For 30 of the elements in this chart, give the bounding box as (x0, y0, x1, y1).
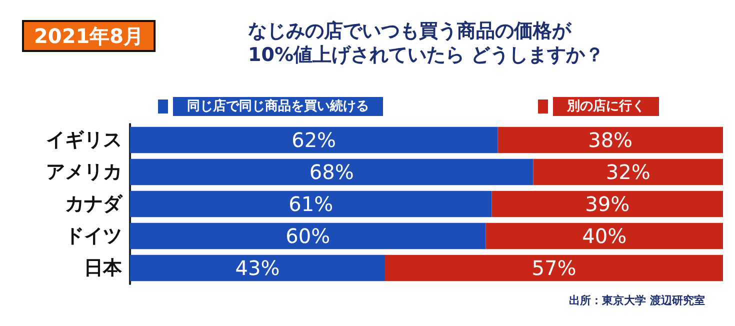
data-label: 43% (235, 256, 280, 280)
y-tick-label: ドイツ (65, 225, 122, 247)
legend-label: 別の店に行く (566, 98, 645, 114)
y-tick-label: カナダ (65, 193, 123, 215)
bar (498, 126, 723, 154)
bar (130, 254, 385, 282)
bar (130, 222, 486, 250)
y-tick-label: アメリカ (46, 161, 122, 183)
bar (130, 126, 498, 154)
data-label: 62% (292, 128, 336, 152)
bar (384, 254, 723, 282)
data-label: 40% (582, 224, 627, 248)
bar (533, 158, 723, 186)
data-label: 61% (288, 192, 334, 216)
legend-label: 同じ店で同じ商品を買い続ける (187, 98, 369, 114)
data-label: 38% (588, 128, 633, 152)
bar (130, 158, 534, 186)
bar (486, 222, 723, 250)
text: 出所：東京大学 渡辺研究室 (569, 294, 706, 307)
data-label: 60% (286, 224, 330, 248)
chart-subtitle: 2021年8月 (34, 24, 144, 48)
data-label: 32% (606, 160, 650, 184)
bar (130, 190, 492, 218)
y-tick-label: 日本 (84, 257, 123, 279)
bar (492, 190, 723, 218)
data-label: 57% (532, 256, 576, 280)
data-label: 68% (309, 160, 354, 184)
y-tick-label: イギリス (46, 129, 122, 151)
chart-title: なじみの店でいつも買う商品の価格が 10%値上げされていたら どうしますか？ (248, 20, 604, 66)
data-label: 39% (585, 192, 630, 216)
